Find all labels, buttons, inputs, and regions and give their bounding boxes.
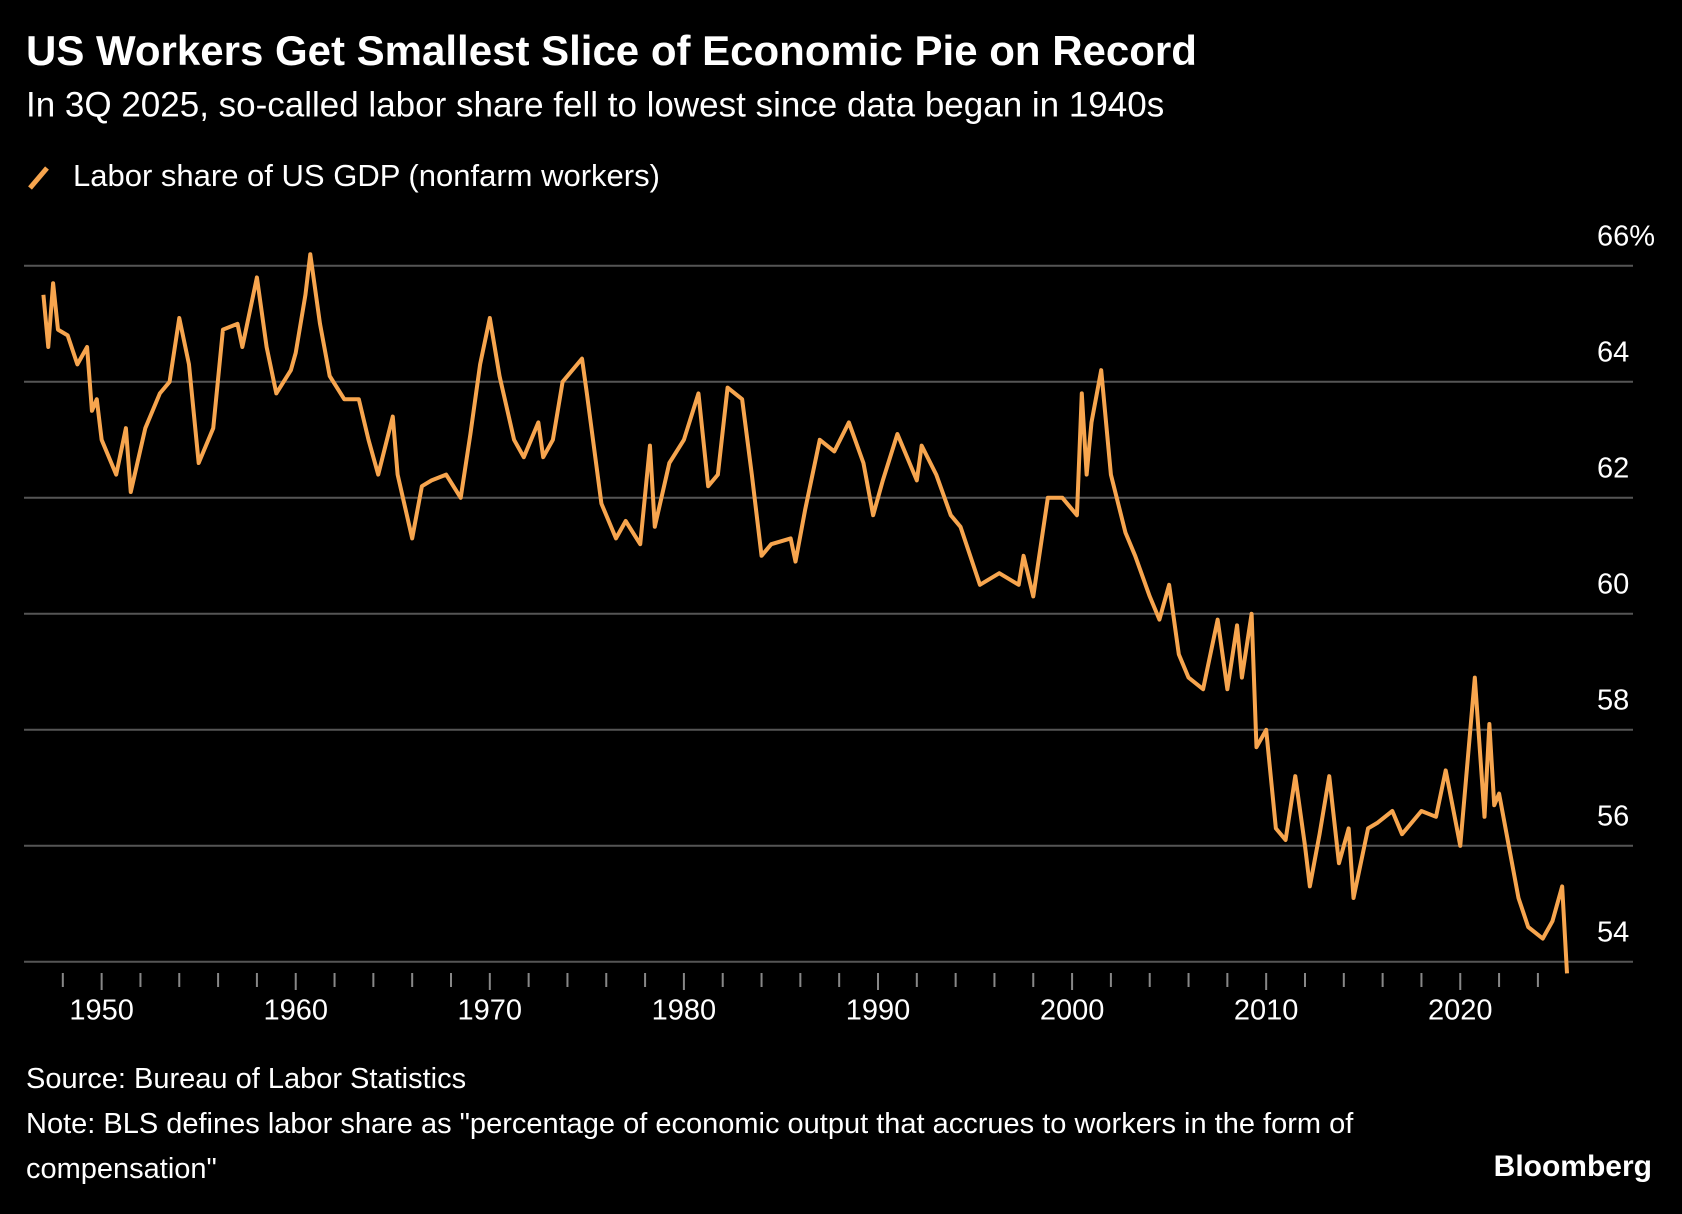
- y-tick-label: 58: [1597, 684, 1629, 716]
- credit: Bloomberg: [1494, 1150, 1652, 1183]
- y-tick-label: 62: [1597, 452, 1629, 484]
- legend-label: Labor share of US GDP (nonfarm workers): [73, 158, 660, 193]
- y-tick-label: 56: [1597, 800, 1629, 832]
- note: Note: BLS defines labor share as "percen…: [26, 1108, 1354, 1185]
- chart-subtitle: In 3Q 2025, so-called labor share fell t…: [26, 85, 1164, 124]
- x-tick-label: 1990: [846, 995, 911, 1027]
- y-tick-label: 64: [1597, 336, 1629, 368]
- chart-title: US Workers Get Smallest Slice of Economi…: [26, 27, 1197, 74]
- y-tick-label: 66%: [1597, 220, 1655, 252]
- x-tick-label: 1960: [263, 995, 328, 1027]
- source: Source: Bureau of Labor Statistics: [26, 1063, 467, 1095]
- data-line: [41, 252, 1570, 974]
- x-tick-label: 2000: [1040, 995, 1105, 1027]
- x-tick-label: 1970: [458, 995, 523, 1027]
- x-tick-label: 2020: [1428, 995, 1493, 1027]
- x-tick-label: 1980: [652, 995, 717, 1027]
- y-tick-label: 60: [1597, 568, 1629, 600]
- legend-swatch: [28, 166, 49, 190]
- x-tick-label: 2010: [1234, 995, 1299, 1027]
- y-tick-label: 54: [1597, 916, 1629, 948]
- x-tick-label: 1950: [69, 995, 134, 1027]
